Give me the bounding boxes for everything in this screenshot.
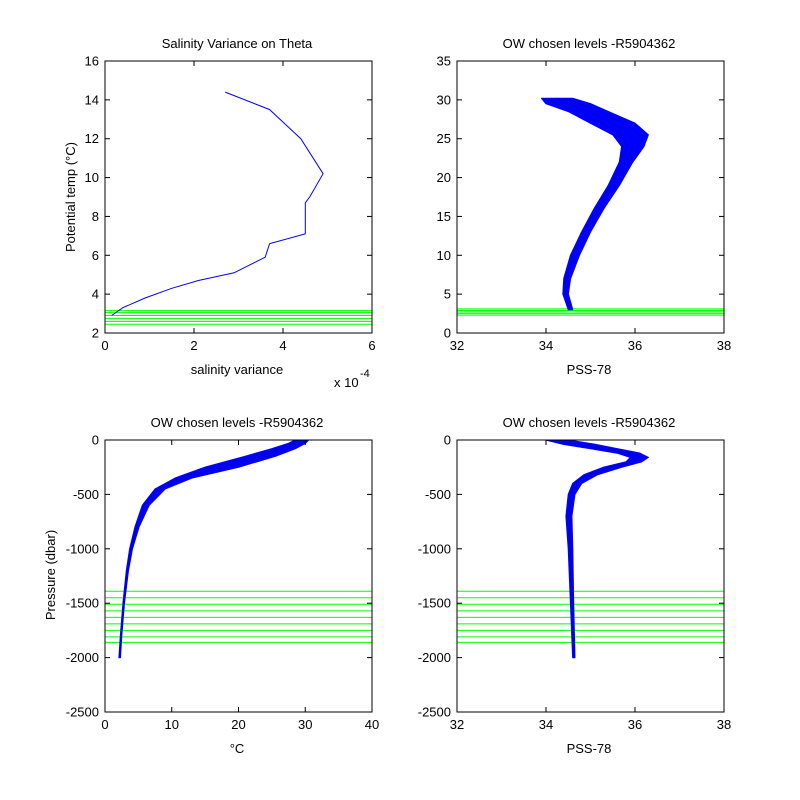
axes-frame [456, 60, 725, 334]
y-tick-label: -500 [425, 487, 451, 502]
y-tick-label: -1500 [66, 596, 99, 611]
x-tick-label: 32 [450, 338, 464, 353]
float-profiles-band [540, 97, 649, 311]
float-profiles-band [118, 440, 310, 659]
y-tick-label: 2 [92, 326, 99, 341]
panel-temperature-pressure: OW chosen levels -R5904362 °C Pressure (… [43, 415, 323, 756]
x-tick-label: 36 [628, 717, 642, 732]
x-tick-label: 0 [101, 338, 108, 353]
y-tick-label: 6 [92, 248, 99, 263]
x-tick-label: 34 [539, 338, 553, 353]
x-tick-label: 38 [717, 338, 731, 353]
float-profile-line [562, 440, 645, 658]
float-profile-line [556, 98, 634, 310]
chart-bottom-right: 32 34 36 38 -2500 -2000 -1500 -1000 -500 0 [418, 433, 731, 733]
plot-area [105, 440, 372, 659]
panel-salinity-variance: Salinity Variance on Theta salinity vari… [63, 36, 370, 390]
y-tick-label: 8 [92, 209, 99, 224]
chart-bottom-left: 0 10 20 30 40 -2500 -2000 -1500 -1000 -500 0 [66, 433, 379, 733]
variance-profile-line [111, 91, 324, 316]
y-tick-label: 0 [92, 433, 99, 448]
y-tick-label: 15 [437, 209, 451, 224]
y-tick-label: -2000 [66, 650, 99, 665]
x-axis-label: PSS-78 [567, 362, 612, 377]
float-profile-line [119, 440, 299, 658]
x-tick-label: 36 [628, 338, 642, 353]
x-exponent-power: -4 [360, 368, 370, 380]
x-tick-label: 34 [539, 717, 553, 732]
y-tick-label: -1000 [418, 541, 451, 556]
x-tick-label: 20 [231, 717, 245, 732]
plot-area [457, 97, 724, 316]
float-profile-line [557, 440, 640, 658]
y-tick-label: 16 [85, 54, 99, 69]
y-tick-label: 5 [444, 287, 451, 302]
y-axis-label: Potential temp (°C) [63, 142, 78, 252]
x-exponent-label: x 10 [334, 375, 359, 390]
panel-title: OW chosen levels -R5904362 [503, 36, 676, 51]
x-tick-label: 30 [298, 717, 312, 732]
float-profile-line [119, 440, 303, 658]
axes-frame [456, 439, 725, 713]
y-tick-label: 35 [437, 54, 451, 69]
x-tick-label: 40 [365, 717, 379, 732]
float-profile-line [564, 98, 640, 310]
y-tick-label: 14 [85, 92, 99, 107]
y-tick-label: 12 [85, 131, 99, 146]
y-tick-label: -2000 [418, 650, 451, 665]
y-axis-label: Pressure (dbar) [43, 530, 58, 620]
x-axis-label: °C [230, 741, 245, 756]
axes-frame [104, 60, 373, 334]
panel-salinity-theta: OW chosen levels -R5904362 PSS-78 [503, 36, 676, 377]
x-tick-label: 38 [717, 717, 731, 732]
y-tick-label: -500 [73, 487, 99, 502]
chart-top-right: 32 34 36 38 0 5 10 15 20 25 30 35 [437, 54, 732, 354]
y-tick-label: -1500 [418, 596, 451, 611]
y-tick-label: -1000 [66, 541, 99, 556]
panel-title: OW chosen levels -R5904362 [503, 415, 676, 430]
y-tick-label: 30 [437, 92, 451, 107]
panel-title: OW chosen levels -R5904362 [151, 415, 324, 430]
panel-title: Salinity Variance on Theta [162, 36, 313, 51]
x-tick-label: 10 [165, 717, 179, 732]
x-tick-label: 0 [101, 717, 108, 732]
y-tick-label: 20 [437, 170, 451, 185]
y-tick-label: 4 [92, 287, 99, 302]
y-tick-label: 10 [437, 248, 451, 263]
x-tick-label: 2 [190, 338, 197, 353]
float-profile-line [549, 98, 628, 310]
y-tick-label: -2500 [418, 705, 451, 720]
axes-frame [104, 439, 373, 713]
x-axis-label: PSS-78 [567, 741, 612, 756]
x-axis-label: salinity variance [191, 362, 284, 377]
panel-salinity-pressure: OW chosen levels -R5904362 PSS-78 [503, 415, 676, 756]
x-tick-label: 4 [279, 338, 286, 353]
plot-area [457, 440, 724, 659]
y-tick-label: 0 [444, 433, 451, 448]
y-tick-label: 0 [444, 326, 451, 341]
y-tick-label: 25 [437, 131, 451, 146]
x-tick-label: 32 [450, 717, 464, 732]
float-profile-line [119, 440, 306, 658]
y-tick-label: 10 [85, 170, 99, 185]
y-tick-label: -2500 [66, 705, 99, 720]
plot-area [105, 91, 372, 325]
float-profile-line [551, 440, 636, 658]
x-tick-label: 6 [368, 338, 375, 353]
